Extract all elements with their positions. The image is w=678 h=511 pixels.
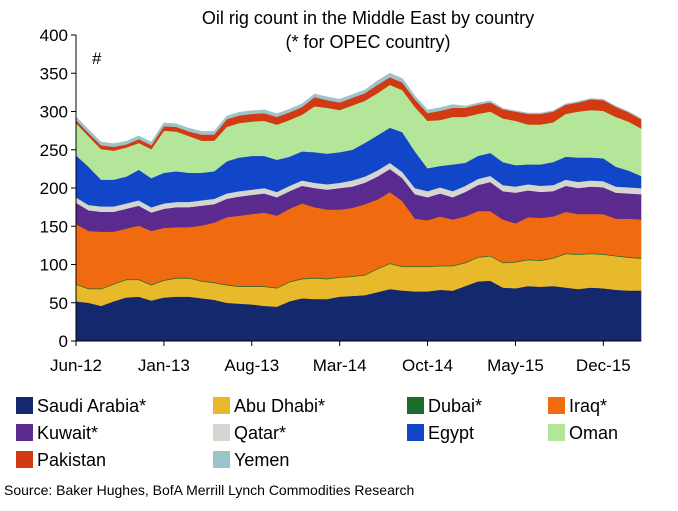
- legend-swatch-8: [16, 451, 33, 468]
- unit-label: #: [92, 49, 102, 68]
- area-series-9: [75, 72, 642, 147]
- legend-label-7: Oman: [569, 423, 618, 443]
- y-tick-label: 300: [40, 103, 68, 122]
- x-tick-label: Oct-14: [402, 356, 453, 375]
- legend-label-4: Kuwait*: [37, 423, 98, 443]
- y-tick-label: 100: [40, 256, 68, 275]
- legend-label-3: Iraq*: [569, 396, 607, 416]
- y-tick-label: 250: [40, 141, 68, 160]
- y-tick-label: 400: [40, 26, 68, 45]
- legend-label-5: Qatar*: [234, 423, 286, 443]
- chart-subtitle: (* for OPEC country): [285, 32, 450, 52]
- stacked-areas: [75, 72, 642, 342]
- legend-swatch-0: [16, 397, 33, 414]
- legend-label-6: Egypt: [428, 423, 474, 443]
- x-tick-label: Aug-13: [224, 356, 279, 375]
- legend-label-8: Pakistan: [37, 450, 106, 470]
- legend-swatch-7: [548, 424, 565, 441]
- legend-swatch-1: [213, 397, 230, 414]
- legend-label-1: Abu Dhabi*: [234, 396, 325, 416]
- legend-swatch-4: [16, 424, 33, 441]
- legend-swatch-9: [213, 451, 230, 468]
- legend: Saudi Arabia* Abu Dhabi* Dubai* Iraq* Kuwait…: [16, 396, 618, 470]
- x-tick-label: Jan-13: [138, 356, 190, 375]
- y-tick-label: 150: [40, 217, 68, 236]
- legend-swatch-2: [407, 397, 424, 414]
- x-tick-label: Dec-15: [576, 356, 631, 375]
- y-tick-label: 0: [59, 332, 68, 351]
- legend-label-9: Yemen: [234, 450, 289, 470]
- legend-swatch-5: [213, 424, 230, 441]
- source-note: Source: Baker Hughes, BofA Merrill Lynch…: [4, 482, 415, 498]
- y-tick-label: 350: [40, 64, 68, 83]
- x-tick-label: Jun-12: [50, 356, 102, 375]
- legend-swatch-3: [548, 397, 565, 414]
- y-tick-label: 200: [40, 179, 68, 198]
- legend-label-0: Saudi Arabia*: [37, 396, 146, 416]
- chart-title: Oil rig count in the Middle East by coun…: [202, 8, 534, 28]
- x-tick-label: Mar-14: [313, 356, 367, 375]
- y-tick-label: 50: [49, 294, 68, 313]
- axes: 0 50 100 150 200 250 300 350 400 Jun-12 Jan-13 Aug-…: [40, 26, 641, 375]
- legend-label-2: Dubai*: [428, 396, 482, 416]
- legend-swatch-6: [407, 424, 424, 441]
- x-tick-label: May-15: [487, 356, 544, 375]
